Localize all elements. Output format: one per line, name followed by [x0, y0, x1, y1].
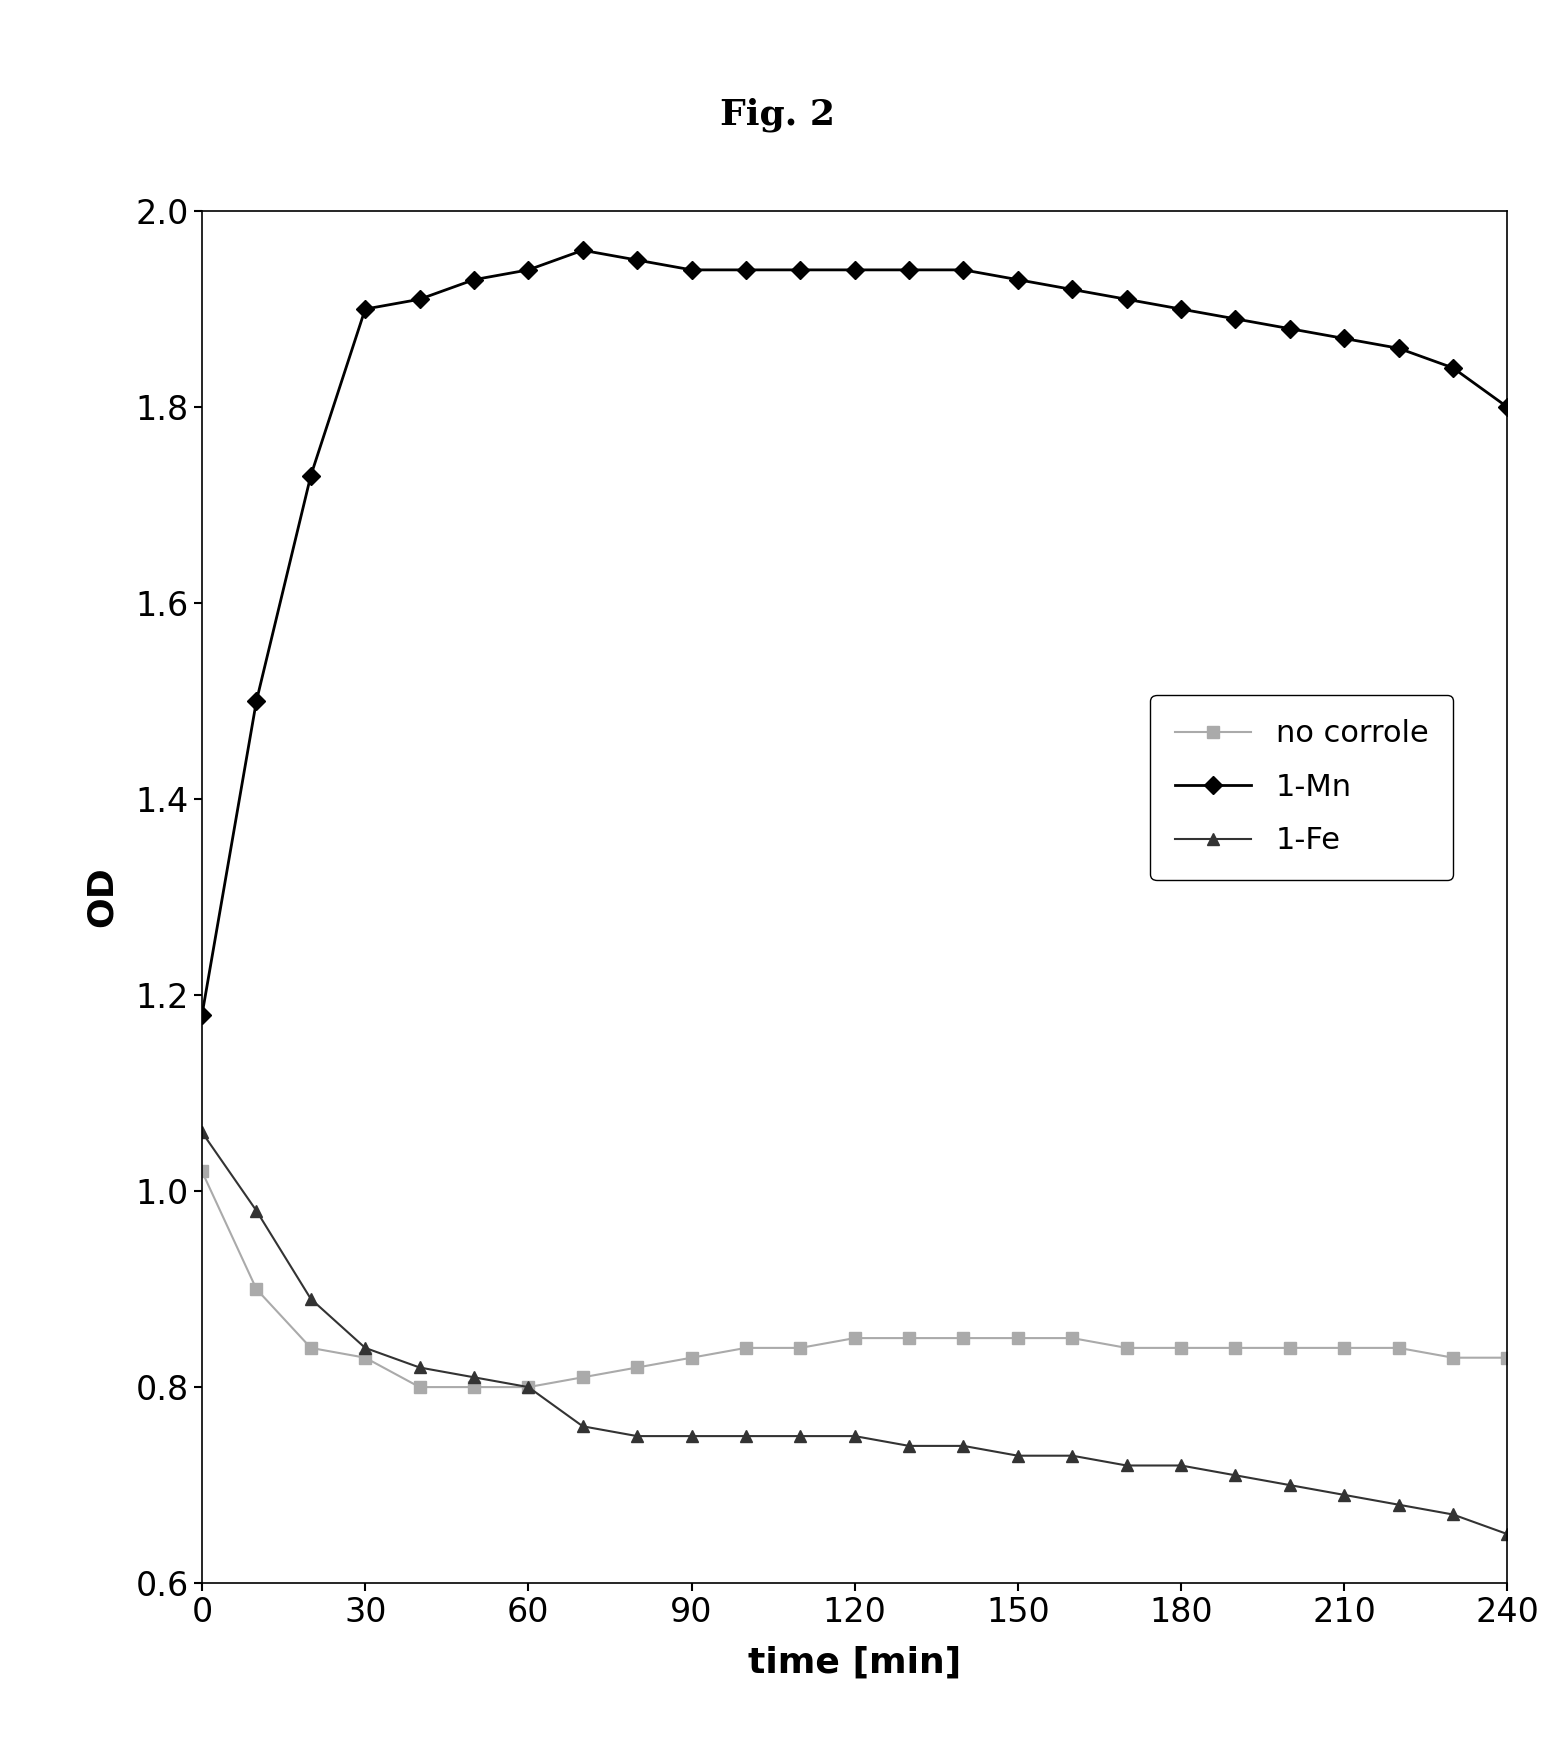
1-Mn — [1498, 396, 1517, 417]
1-Mn — [301, 464, 320, 485]
1-Fe — [628, 1425, 646, 1446]
X-axis label: time [min]: time [min] — [747, 1646, 962, 1680]
1-Fe — [1280, 1474, 1299, 1495]
1-Mn — [1335, 327, 1354, 348]
no corrole — [247, 1279, 266, 1300]
1-Fe — [845, 1425, 864, 1446]
no corrole — [954, 1328, 973, 1349]
1-Fe — [1389, 1493, 1408, 1514]
1-Mn — [1444, 357, 1462, 378]
no corrole — [356, 1347, 375, 1369]
1-Fe — [1444, 1504, 1462, 1525]
Line: no corrole: no corrole — [196, 1166, 1514, 1393]
1-Mn — [1172, 299, 1190, 320]
no corrole — [1444, 1347, 1462, 1369]
no corrole — [301, 1337, 320, 1358]
no corrole — [1498, 1347, 1517, 1369]
1-Mn — [1117, 288, 1136, 310]
Line: 1-Mn: 1-Mn — [196, 245, 1514, 1020]
1-Mn — [954, 259, 973, 280]
no corrole — [1389, 1337, 1408, 1358]
1-Mn — [628, 250, 646, 271]
Y-axis label: OD: OD — [85, 867, 118, 927]
Line: 1-Fe: 1-Fe — [196, 1126, 1514, 1541]
no corrole — [1063, 1328, 1082, 1349]
no corrole — [900, 1328, 918, 1349]
1-Fe — [356, 1337, 375, 1358]
1-Mn — [573, 239, 592, 260]
1-Mn — [1063, 280, 1082, 301]
1-Fe — [737, 1425, 755, 1446]
no corrole — [737, 1337, 755, 1358]
no corrole — [1226, 1337, 1245, 1358]
Legend: no corrole, 1-Mn, 1-Fe: no corrole, 1-Mn, 1-Fe — [1150, 695, 1453, 880]
1-Fe — [410, 1356, 429, 1377]
1-Mn — [193, 1004, 211, 1025]
Text: Fig. 2: Fig. 2 — [720, 97, 834, 132]
1-Mn — [1226, 308, 1245, 329]
no corrole — [1280, 1337, 1299, 1358]
1-Fe — [954, 1435, 973, 1456]
1-Mn — [356, 299, 375, 320]
1-Mn — [791, 259, 810, 280]
1-Mn — [682, 259, 701, 280]
1-Fe — [1009, 1446, 1027, 1467]
no corrole — [791, 1337, 810, 1358]
1-Mn — [900, 259, 918, 280]
no corrole — [519, 1377, 538, 1398]
no corrole — [193, 1161, 211, 1182]
1-Mn — [247, 691, 266, 712]
no corrole — [1172, 1337, 1190, 1358]
no corrole — [465, 1377, 483, 1398]
1-Mn — [1389, 338, 1408, 359]
no corrole — [1117, 1337, 1136, 1358]
1-Fe — [301, 1288, 320, 1309]
1-Fe — [1172, 1455, 1190, 1476]
1-Fe — [465, 1367, 483, 1388]
1-Fe — [1335, 1485, 1354, 1506]
1-Mn — [1009, 269, 1027, 290]
no corrole — [1009, 1328, 1027, 1349]
1-Fe — [900, 1435, 918, 1456]
1-Mn — [845, 259, 864, 280]
1-Fe — [1117, 1455, 1136, 1476]
1-Fe — [247, 1200, 266, 1221]
1-Mn — [737, 259, 755, 280]
no corrole — [1335, 1337, 1354, 1358]
1-Fe — [791, 1425, 810, 1446]
no corrole — [410, 1377, 429, 1398]
1-Mn — [410, 288, 429, 310]
1-Fe — [1063, 1446, 1082, 1467]
1-Fe — [193, 1122, 211, 1143]
1-Fe — [1226, 1465, 1245, 1486]
no corrole — [682, 1347, 701, 1369]
1-Fe — [1498, 1523, 1517, 1544]
no corrole — [573, 1367, 592, 1388]
1-Fe — [573, 1416, 592, 1437]
1-Mn — [1280, 318, 1299, 339]
1-Mn — [519, 259, 538, 280]
1-Fe — [519, 1377, 538, 1398]
1-Fe — [682, 1425, 701, 1446]
no corrole — [628, 1356, 646, 1377]
1-Mn — [465, 269, 483, 290]
no corrole — [845, 1328, 864, 1349]
